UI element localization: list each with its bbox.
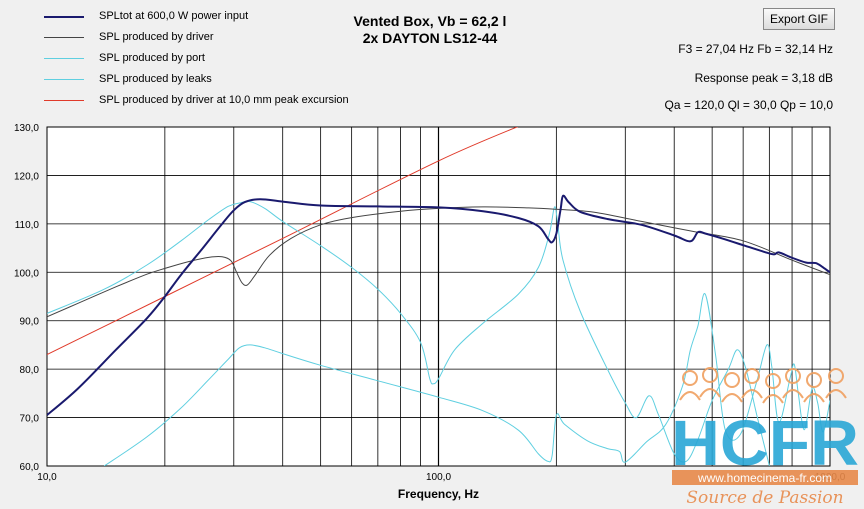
legend-swatch	[44, 16, 84, 18]
watermark-url: www.homecinema-fr.com	[697, 471, 832, 485]
excursion-limit-curve	[47, 127, 519, 356]
y-tick-label: 70,0	[20, 414, 40, 425]
y-tick-label: 60,0	[20, 462, 40, 473]
chart-title-line1: Vented Box, Vb = 62,2 l	[353, 13, 507, 29]
x-tick-label: 10,0	[37, 472, 57, 483]
chart-title-line2: 2x DAYTON LS12-44	[362, 30, 498, 46]
legend-label: SPL produced by driver	[99, 31, 214, 43]
x-axis-title: Frequency, Hz	[398, 487, 479, 501]
y-tick-label: 120,0	[14, 171, 39, 182]
curves	[47, 127, 830, 466]
legend-swatch	[44, 37, 84, 38]
legend-label: SPL produced by driver at 10,0 mm peak e…	[99, 94, 349, 106]
y-tick-label: 130,0	[14, 123, 39, 134]
legend-swatch	[44, 79, 84, 80]
spl-total-curve	[47, 194, 830, 416]
y-tick-label: 90,0	[20, 317, 40, 328]
legend-label: SPL produced by port	[99, 52, 205, 64]
legend-swatch	[44, 58, 84, 59]
url-banner	[672, 470, 858, 485]
watermark-slogan: Source de Passion	[686, 488, 843, 508]
legend-label: SPLtot at 600,0 W power input	[99, 10, 249, 22]
grid-lines	[47, 127, 830, 466]
q-values-readout: Qa = 120,0 Ql = 30,0 Qp = 10,0	[664, 98, 833, 112]
export-gif-button[interactable]: Export GIF	[763, 8, 835, 30]
hcfr-logo-text: HCFR	[671, 407, 859, 479]
y-tick-label: 100,0	[14, 268, 39, 279]
driver-spl-curve	[47, 206, 830, 318]
x-tick-label: 100,0	[426, 472, 451, 483]
chart-title: Vented Box, Vb = 62,2 l 2x DAYTON LS12-4…	[300, 13, 560, 47]
response-peak-readout: Response peak = 3,18 dB	[694, 71, 833, 85]
y-tick-label: 110,0	[15, 220, 40, 231]
audience-figures	[679, 367, 847, 404]
y-tick-label: 80,0	[20, 365, 40, 376]
legend-swatch	[44, 100, 84, 101]
hcfr-watermark: HCFR www.homecinema-fr.com Source de Pas…	[671, 367, 859, 508]
legend-label: SPL produced by leaks	[99, 73, 212, 85]
f3-fb-readout: F3 = 27,04 Hz Fb = 32,14 Hz	[678, 42, 833, 56]
